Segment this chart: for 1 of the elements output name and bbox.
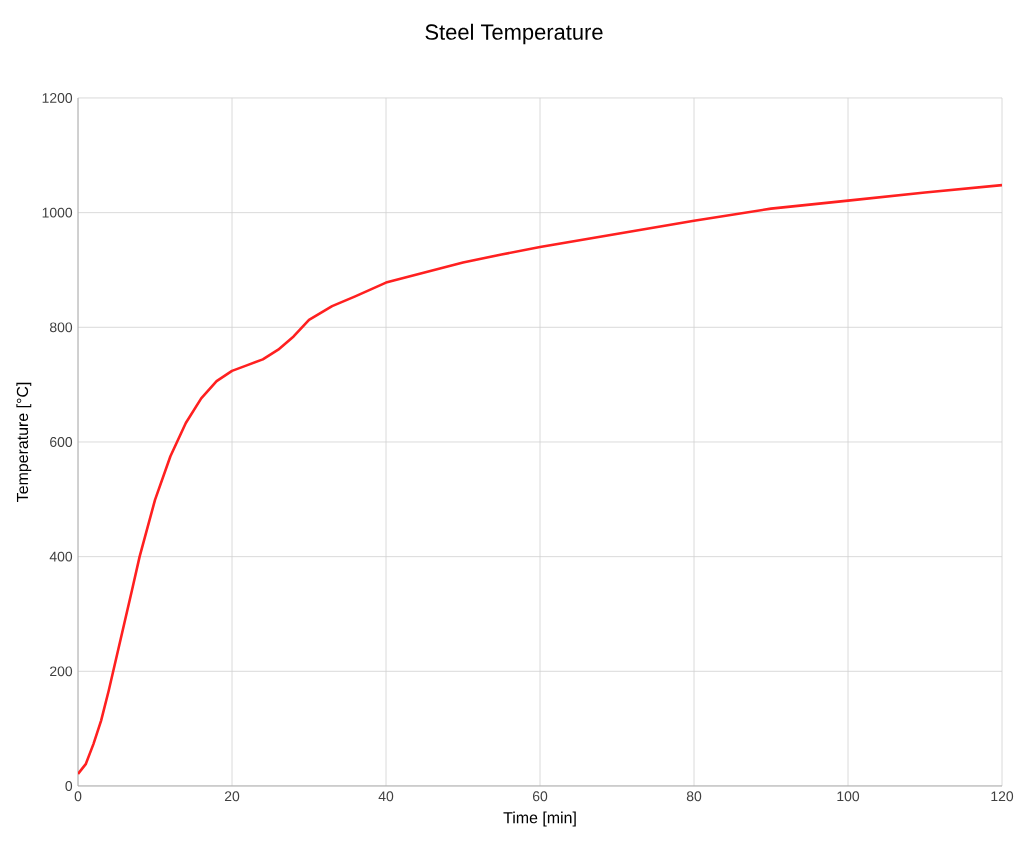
chart-title: Steel Temperature <box>425 23 603 45</box>
